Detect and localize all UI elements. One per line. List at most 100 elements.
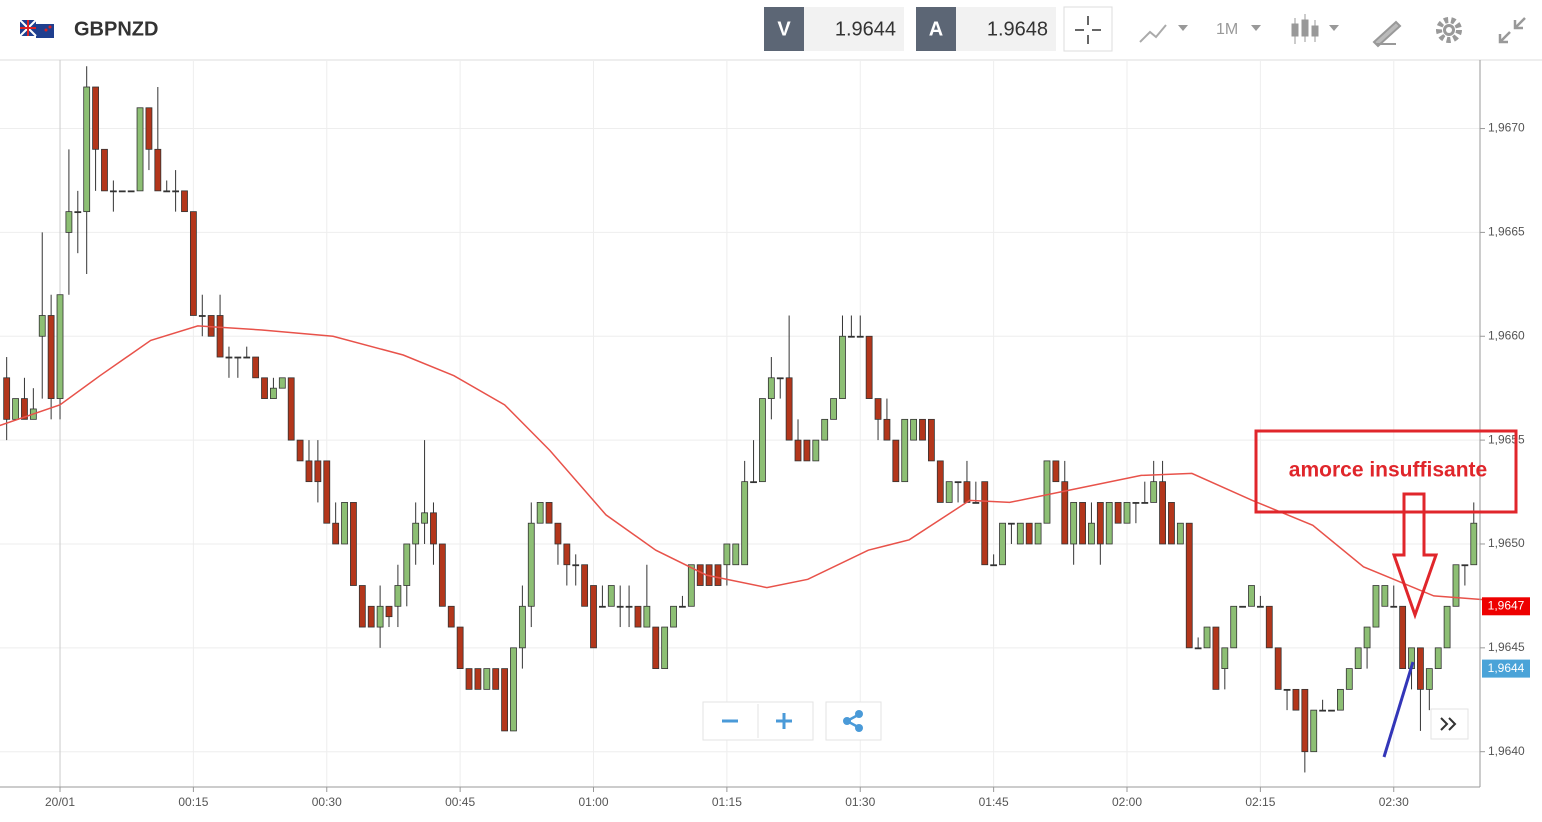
candle-body	[901, 418, 909, 483]
candle-body	[1070, 502, 1078, 545]
candle-body	[536, 502, 544, 524]
candle-body	[865, 335, 873, 399]
candle-icon[interactable]	[1291, 14, 1319, 44]
zoom-in[interactable]	[776, 713, 792, 729]
candle-body	[1114, 502, 1122, 524]
candle-body	[225, 356, 233, 359]
candle-body	[332, 522, 340, 545]
candle-body	[1372, 585, 1380, 628]
timeframe[interactable]: 1M	[1216, 21, 1238, 38]
candle-body	[723, 543, 731, 566]
annotation-arrow	[1391, 492, 1439, 620]
candle-body	[278, 377, 286, 389]
settings-icon[interactable]	[1436, 17, 1462, 43]
candle-body	[687, 564, 695, 607]
candle-body	[1105, 502, 1113, 545]
candle-body	[1301, 688, 1309, 753]
x-tick-label: 02:30	[1379, 795, 1409, 809]
candle-body	[1381, 585, 1389, 607]
candle-body	[1434, 647, 1442, 670]
chart-type-icon[interactable]	[1139, 24, 1167, 43]
candle-body	[750, 481, 757, 484]
candle-body	[456, 626, 464, 670]
candle-body	[1417, 647, 1424, 690]
candle-body	[1203, 626, 1211, 649]
dropdown	[1329, 25, 1339, 31]
candle-body	[1061, 481, 1069, 545]
candle-body	[1292, 688, 1300, 711]
candle-body	[163, 190, 171, 193]
candle-body	[954, 481, 962, 484]
bid-label-box[interactable]	[764, 7, 804, 51]
candle-body	[607, 585, 615, 607]
candle-body	[1034, 522, 1042, 545]
y-tick-label: 1,9645	[1488, 640, 1525, 654]
candle-body	[1230, 605, 1238, 649]
candle-body	[1025, 522, 1033, 545]
candle-body	[999, 522, 1006, 566]
candle-body	[1212, 626, 1220, 690]
candle-body	[945, 481, 953, 503]
candle-body	[1185, 522, 1193, 649]
candle-body	[892, 439, 900, 483]
draw-icon[interactable]	[1372, 20, 1402, 48]
candle-body	[341, 502, 348, 545]
crosshair-button[interactable]	[1063, 6, 1113, 52]
x-tick-label: 00:30	[312, 795, 342, 809]
price-tag-label: 1,9644	[1488, 661, 1525, 675]
candle-body	[1141, 502, 1149, 504]
candle-body	[314, 460, 322, 483]
candle-body	[812, 439, 820, 462]
candle-body	[581, 564, 589, 607]
candle-body	[21, 398, 28, 420]
candle-body	[679, 605, 686, 608]
candle-body	[198, 315, 206, 317]
scroll-right-button[interactable]	[1430, 708, 1469, 740]
candle-body	[1168, 502, 1175, 545]
ask-box[interactable]	[956, 7, 1056, 51]
candle-body	[1345, 668, 1353, 690]
candle-body	[1319, 709, 1327, 712]
candle-body	[981, 481, 989, 566]
candle-body	[109, 190, 117, 193]
candle-body	[1283, 688, 1291, 691]
x-tick-label: 00:45	[445, 795, 475, 809]
candle-body	[1079, 502, 1086, 545]
ask-label: A	[929, 18, 943, 40]
candle-body	[839, 335, 846, 399]
candle-body	[599, 605, 606, 608]
candle-body	[1221, 647, 1229, 670]
candle-body	[430, 512, 437, 545]
candle-body	[101, 148, 108, 192]
ask-label-box[interactable]	[916, 7, 956, 51]
candle-body	[625, 605, 633, 608]
bid-box[interactable]	[804, 7, 904, 51]
candle-body	[1399, 605, 1407, 670]
plot-area: 1,9640 1,9645 1,9650 1,9655 1,9660 1,9665 1,96…	[0, 60, 1525, 809]
candle-body	[47, 315, 55, 399]
candle-body	[794, 439, 802, 462]
candle-body	[785, 377, 793, 441]
share-button[interactable]	[825, 701, 882, 741]
candle-body	[465, 668, 473, 690]
candle-body	[1176, 522, 1184, 545]
candle-body	[821, 418, 829, 441]
collapse-icon[interactable]	[1498, 17, 1526, 44]
dropdown	[1178, 25, 1188, 31]
candle-body	[216, 315, 224, 358]
candle-body	[483, 668, 491, 690]
price-tag	[1482, 597, 1530, 616]
candle-body	[1443, 605, 1451, 649]
candle-body	[518, 605, 526, 649]
candle-body	[572, 564, 580, 567]
candle-body	[1470, 522, 1478, 566]
candle-body	[1150, 481, 1158, 503]
bid-label: V	[777, 18, 791, 40]
candle-body	[1096, 502, 1104, 545]
crosshair-icon	[1075, 16, 1101, 44]
moving-average	[0, 325, 1490, 601]
candle-body	[990, 564, 998, 567]
candle-body	[1043, 460, 1051, 524]
candle-body	[616, 605, 624, 608]
